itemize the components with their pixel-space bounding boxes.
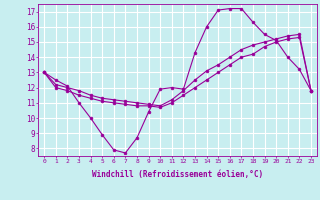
X-axis label: Windchill (Refroidissement éolien,°C): Windchill (Refroidissement éolien,°C) [92, 170, 263, 179]
